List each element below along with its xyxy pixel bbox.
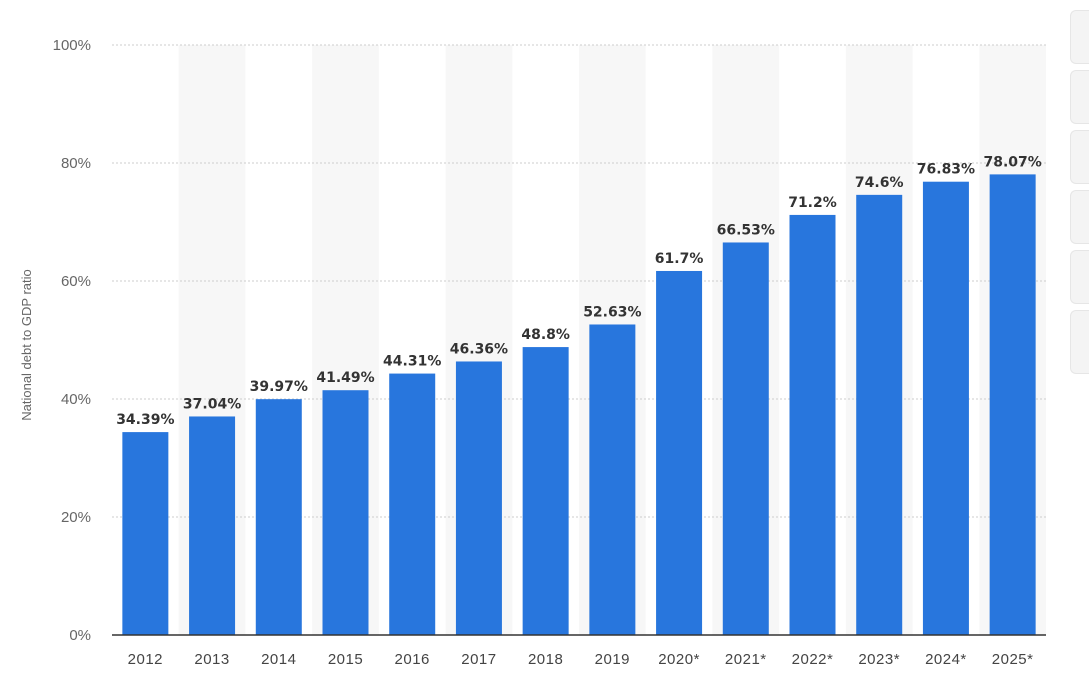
side-panel-tab-1[interactable] bbox=[1070, 10, 1089, 64]
bar-2018[interactable] bbox=[522, 347, 569, 635]
data-label-2020*: 61.7% bbox=[655, 251, 704, 267]
x-tick-label-2023*: 2023* bbox=[858, 651, 900, 668]
x-tick-label-2025*: 2025* bbox=[992, 651, 1034, 668]
data-label-2019: 52.63% bbox=[583, 304, 641, 320]
y-tick-label-40: 40% bbox=[61, 391, 91, 408]
y-tick-label-100: 100% bbox=[53, 37, 91, 54]
x-tick-label-2018: 2018 bbox=[528, 651, 563, 668]
y-axis-tick-labels: 0% 20% 40% 60% 80% 100% bbox=[53, 37, 91, 644]
y-axis-title: National debt to GDP ratio bbox=[19, 269, 34, 421]
y-tick-label-20: 20% bbox=[61, 509, 91, 526]
bar-2022*[interactable] bbox=[789, 214, 836, 636]
x-tick-label-2012: 2012 bbox=[128, 651, 163, 668]
x-tick-label-2016: 2016 bbox=[395, 651, 430, 668]
bar-2016[interactable] bbox=[389, 373, 436, 635]
data-label-2023*: 74.6% bbox=[855, 175, 904, 191]
side-panel-tab-4[interactable] bbox=[1070, 190, 1089, 244]
side-panel-tab-3[interactable] bbox=[1070, 130, 1089, 184]
bar-2024*[interactable] bbox=[922, 181, 969, 635]
x-axis-tick-labels: 2012 2013 2014 2015 2016 2017 2018 2019 2020* 202… bbox=[128, 651, 1034, 668]
x-tick-label-2013: 2013 bbox=[194, 651, 229, 668]
bar-2023*[interactable] bbox=[856, 194, 903, 636]
x-tick-label-2015: 2015 bbox=[328, 651, 363, 668]
x-tick-label-2024*: 2024* bbox=[925, 651, 967, 668]
data-label-2018: 48.8% bbox=[521, 327, 570, 343]
data-label-2013: 37.04% bbox=[183, 396, 241, 412]
bar-2017[interactable] bbox=[455, 361, 502, 635]
side-panel-tab-5[interactable] bbox=[1070, 250, 1089, 304]
data-label-2017: 46.36% bbox=[450, 341, 508, 357]
side-panel-tab-2[interactable] bbox=[1070, 70, 1089, 124]
x-tick-label-2020*: 2020* bbox=[658, 651, 700, 668]
y-tick-label-80: 80% bbox=[61, 155, 91, 172]
data-label-2012: 34.39% bbox=[116, 412, 174, 428]
x-tick-label-2014: 2014 bbox=[261, 651, 296, 668]
data-label-2014: 39.97% bbox=[250, 379, 308, 395]
x-tick-label-2022*: 2022* bbox=[792, 651, 834, 668]
bar-2021*[interactable] bbox=[722, 242, 769, 635]
bars bbox=[122, 174, 1036, 636]
data-label-2016: 44.31% bbox=[383, 354, 441, 370]
bar-2012[interactable] bbox=[122, 432, 169, 635]
bar-2015[interactable] bbox=[322, 390, 369, 635]
bar-2025*[interactable] bbox=[989, 174, 1036, 635]
x-tick-label-2019: 2019 bbox=[595, 651, 630, 668]
data-label-2022*: 71.2% bbox=[788, 195, 837, 211]
data-label-2024*: 76.83% bbox=[917, 162, 975, 178]
x-tick-label-2017: 2017 bbox=[461, 651, 496, 668]
data-labels: 34.39% 37.04% 39.97% 41.49% 44.31% 46.36% 48.8… bbox=[116, 154, 1042, 428]
data-label-2015: 41.49% bbox=[316, 370, 374, 386]
side-panel-tab-6[interactable] bbox=[1070, 310, 1089, 374]
y-tick-label-0: 0% bbox=[69, 627, 91, 644]
data-label-2025*: 78.07% bbox=[983, 154, 1041, 170]
data-label-2021*: 66.53% bbox=[717, 222, 775, 238]
bar-2014[interactable] bbox=[255, 399, 302, 635]
bar-2019[interactable] bbox=[589, 324, 636, 635]
x-tick-label-2021*: 2021* bbox=[725, 651, 767, 668]
bar-2020*[interactable] bbox=[656, 270, 703, 635]
bar-2013[interactable] bbox=[189, 416, 236, 635]
y-tick-label-60: 60% bbox=[61, 273, 91, 290]
